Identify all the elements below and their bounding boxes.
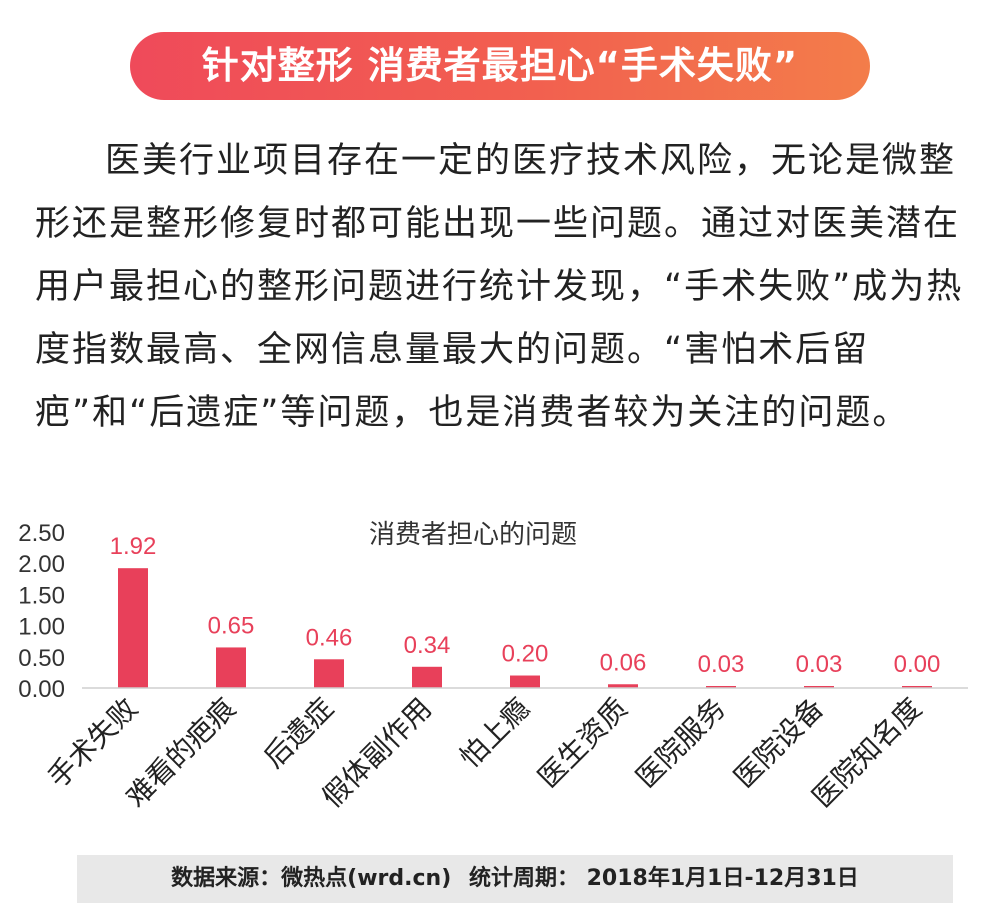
bar <box>314 659 344 688</box>
bar <box>902 686 932 688</box>
y-tick-label: 2.50 <box>18 520 65 547</box>
category-label: 医院设备 <box>727 692 830 795</box>
data-label: 0.46 <box>306 624 353 651</box>
data-label: 0.03 <box>796 651 843 678</box>
y-tick-label: 2.00 <box>18 551 65 578</box>
bar-chart: 消费者担心的问题 0.00 0.50 1.00 1.50 2.00 2.50 1.92 0.… <box>18 520 968 814</box>
stat-period: 统计周期： 2018年1月1日-12月31日 <box>468 866 859 891</box>
data-label: 1.92 <box>110 533 157 560</box>
bar <box>608 684 638 688</box>
data-label: 0.00 <box>894 651 941 678</box>
intro-paragraph: 医美行业项目存在一定的医疗技术风险，无论是微整形还是整形修复时都可能出现一些问题… <box>35 141 964 433</box>
y-tick-label: 0.50 <box>18 645 65 672</box>
chart-title: 消费者担心的问题 <box>369 520 577 550</box>
page-title: 针对整形 消费者最担心“手术失败” <box>201 44 799 87</box>
source-footer: 数据来源：微热点(wrd.cn) 统计周期： 2018年1月1日-12月31日 <box>77 855 953 903</box>
category-label: 手术失败 <box>41 692 144 795</box>
category-label: 怕上瘾 <box>453 692 536 775</box>
bar <box>706 686 736 688</box>
bar <box>510 675 540 688</box>
category-label: 后遗症 <box>257 692 340 775</box>
data-label: 0.20 <box>502 641 549 668</box>
bar <box>804 686 834 688</box>
bar <box>118 568 148 688</box>
category-label: 医生资质 <box>531 692 634 795</box>
data-label: 0.65 <box>208 612 255 639</box>
y-tick-label: 0.00 <box>18 676 65 703</box>
data-label: 0.34 <box>404 632 451 659</box>
header-title-banner: 针对整形 消费者最担心“手术失败” <box>130 32 870 100</box>
y-tick-label: 1.00 <box>18 614 65 641</box>
bar <box>216 647 246 688</box>
data-label: 0.03 <box>698 651 745 678</box>
y-axis: 0.00 0.50 1.00 1.50 2.00 2.50 <box>18 520 65 703</box>
y-tick-label: 1.50 <box>18 582 65 609</box>
data-label: 0.06 <box>600 649 647 676</box>
bar <box>412 666 442 688</box>
data-source: 数据来源：微热点(wrd.cn) <box>171 866 452 891</box>
bars-group: 1.92 0.65 0.46 0.34 0.20 0.06 0.03 0.03 0.00 <box>110 533 941 688</box>
category-label: 医院服务 <box>629 692 732 795</box>
